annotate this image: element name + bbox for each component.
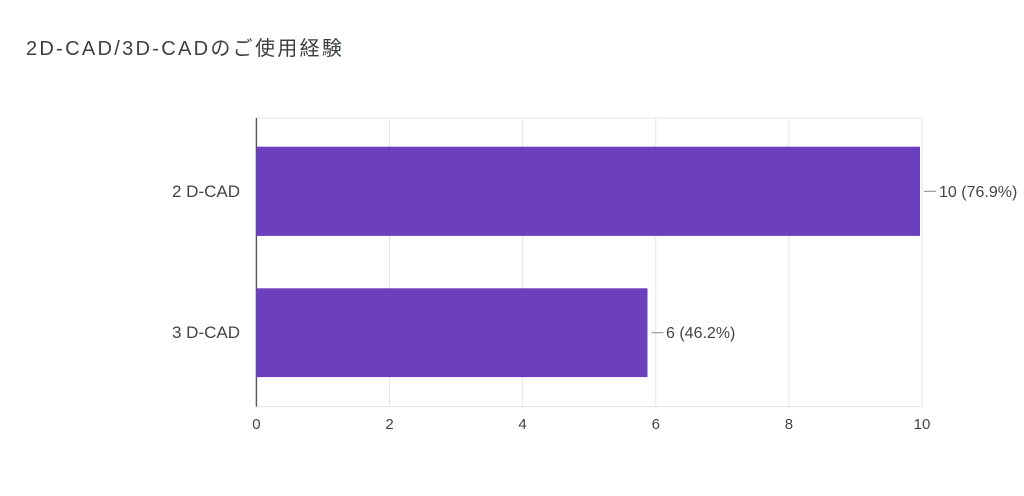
svg-text:3 D-CAD: 3 D-CAD [172, 323, 240, 342]
svg-text:2: 2 [385, 416, 393, 433]
svg-text:8: 8 [785, 416, 793, 433]
svg-text:2 D-CAD: 2 D-CAD [172, 182, 240, 201]
svg-text:6 (46.2%): 6 (46.2%) [666, 325, 735, 342]
svg-text:10: 10 [914, 416, 931, 433]
svg-text:4: 4 [518, 416, 526, 433]
svg-text:6: 6 [652, 416, 660, 433]
svg-text:0: 0 [252, 416, 260, 433]
svg-text:10 (76.9%): 10 (76.9%) [939, 184, 1017, 201]
